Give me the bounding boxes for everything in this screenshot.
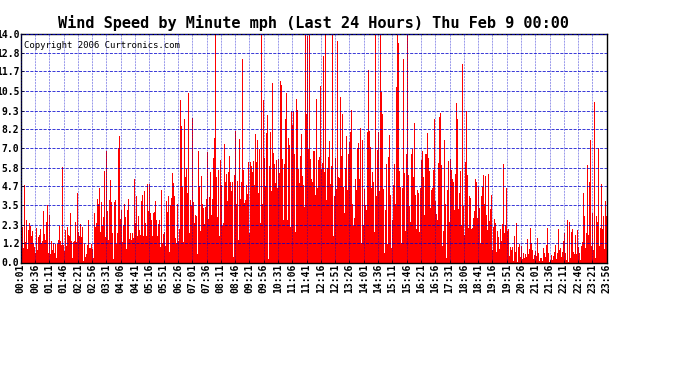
Title: Wind Speed by Minute mph (Last 24 Hours) Thu Feb 9 00:00: Wind Speed by Minute mph (Last 24 Hours)… bbox=[59, 15, 569, 31]
Text: Copyright 2006 Curtronics.com: Copyright 2006 Curtronics.com bbox=[23, 40, 179, 50]
